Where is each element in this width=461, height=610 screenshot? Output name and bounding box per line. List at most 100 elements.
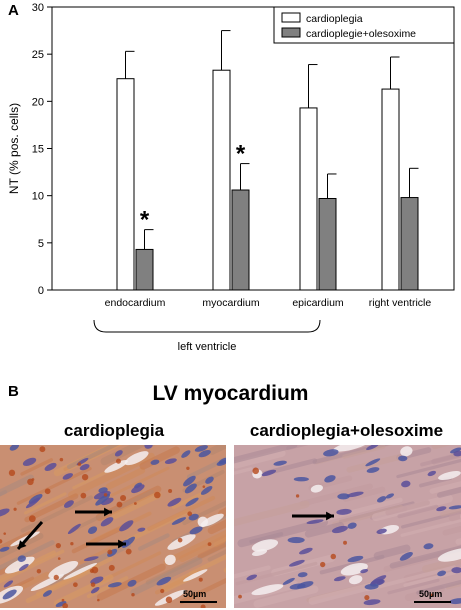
nt-positive-stain bbox=[168, 489, 173, 494]
micrograph-cardioplegia-olesoxime bbox=[234, 445, 461, 608]
legend-swatch-olesoxime bbox=[281, 27, 301, 38]
muscle-fiber bbox=[400, 518, 461, 537]
nt-positive-stain bbox=[0, 539, 3, 544]
cell-nucleus bbox=[216, 460, 226, 466]
cell-nucleus bbox=[451, 567, 461, 574]
cell-nucleus bbox=[289, 583, 306, 590]
cell-nucleus bbox=[127, 579, 137, 587]
nt-positive-stain bbox=[31, 478, 35, 481]
cell-nucleus bbox=[17, 555, 26, 562]
cell-nucleus bbox=[385, 493, 395, 499]
cell-nucleus bbox=[93, 491, 111, 500]
nt-positive-stain bbox=[238, 594, 242, 599]
muscle-fiber bbox=[20, 495, 94, 533]
cell-nucleus bbox=[427, 470, 437, 477]
bar-cardioplegia bbox=[381, 88, 400, 291]
bar-olesoxime bbox=[231, 189, 250, 291]
tissue-gap bbox=[437, 547, 461, 562]
legend-swatch-cardioplegia bbox=[281, 12, 301, 23]
nt-positive-stain bbox=[154, 491, 161, 499]
nt-positive-stain bbox=[115, 458, 122, 464]
muscle-fiber bbox=[237, 518, 329, 548]
cell-nucleus bbox=[360, 568, 369, 574]
nt-positive-stain bbox=[187, 511, 193, 517]
nt-positive-stain bbox=[36, 568, 42, 574]
cell-nucleus bbox=[9, 445, 19, 451]
muscle-fiber bbox=[387, 578, 440, 595]
nt-positive-stain bbox=[77, 462, 82, 466]
muscle-fiber bbox=[299, 483, 373, 507]
nt-positive-stain bbox=[252, 467, 260, 475]
muscle-fiber bbox=[100, 445, 148, 466]
nt-positive-stain bbox=[116, 501, 123, 508]
nt-positive-stain bbox=[198, 577, 203, 582]
nt-positive-stain bbox=[177, 537, 183, 543]
tissue-gap bbox=[438, 471, 461, 481]
bracket-label: left ventricle bbox=[178, 341, 237, 353]
cell-nucleus bbox=[246, 574, 258, 581]
cell-nucleus bbox=[100, 517, 114, 527]
cell-nucleus bbox=[282, 577, 295, 585]
cell-nucleus bbox=[398, 455, 408, 462]
cell-nucleus bbox=[450, 447, 461, 454]
cell-nucleus bbox=[293, 476, 309, 482]
cell-nucleus bbox=[171, 517, 187, 525]
micrograph-cardioplegia bbox=[0, 445, 226, 608]
nt-positive-stain bbox=[91, 566, 99, 574]
cell-nucleus bbox=[347, 522, 357, 529]
tissue-gap bbox=[48, 561, 79, 579]
muscle-fiber bbox=[188, 554, 226, 576]
muscle-fiber bbox=[138, 533, 170, 551]
tissue-gap bbox=[251, 539, 279, 552]
scale-bar-label-right: 50µm bbox=[419, 589, 443, 599]
muscle-fiber bbox=[234, 449, 286, 469]
muscle-fiber bbox=[68, 452, 155, 499]
muscle-fiber bbox=[234, 445, 298, 464]
tissue-gap bbox=[200, 513, 224, 527]
muscle-fiber bbox=[234, 500, 310, 527]
tissue-gap bbox=[310, 484, 323, 493]
cell-nucleus bbox=[90, 586, 100, 594]
nt-positive-stain bbox=[108, 564, 115, 571]
cell-nucleus bbox=[198, 450, 211, 458]
muscle-fiber bbox=[365, 565, 456, 592]
nt-positive-stain bbox=[73, 582, 78, 588]
muscle-fiber bbox=[105, 467, 146, 490]
tissue-gap bbox=[348, 575, 363, 585]
cell-nucleus bbox=[42, 590, 52, 597]
cell-nucleus bbox=[95, 493, 111, 506]
muscle-fiber bbox=[24, 492, 67, 515]
nt-positive-stain bbox=[90, 582, 96, 587]
bar-chart: 0 5 10 15 20 25 30 NT (% pos. cells) * endocardiu… bbox=[7, 2, 455, 353]
muscle-fiber bbox=[0, 489, 8, 497]
x-tick-label: endocardium bbox=[105, 297, 166, 309]
cell-nucleus bbox=[337, 493, 350, 500]
muscle-fiber bbox=[53, 574, 114, 607]
x-tick-label: epicardium bbox=[292, 297, 344, 309]
y-tick-label: 10 bbox=[32, 191, 44, 203]
scale-bar-label-left: 50µm bbox=[183, 589, 207, 599]
cell-nucleus bbox=[101, 497, 114, 506]
legend-label-olesoxime: cardioplegie+olesoxime bbox=[306, 28, 416, 40]
nt-positive-stain bbox=[61, 598, 65, 602]
tissue-gap bbox=[400, 446, 413, 457]
y-tick-label: 0 bbox=[38, 285, 44, 297]
muscle-fiber bbox=[111, 491, 162, 520]
nt-positive-stain bbox=[165, 596, 173, 604]
muscle-fiber bbox=[139, 446, 180, 470]
cell-nucleus bbox=[3, 580, 14, 588]
muscle-fiber bbox=[0, 532, 44, 559]
arrow-head bbox=[104, 507, 112, 517]
nt-positive-stain bbox=[59, 457, 64, 462]
nt-positive-stain bbox=[320, 561, 326, 568]
cell-nucleus bbox=[273, 460, 287, 466]
nt-positive-stain bbox=[200, 604, 206, 608]
cell-nucleus bbox=[181, 450, 191, 458]
bar-olesoxime bbox=[135, 248, 154, 291]
muscle-fiber bbox=[304, 522, 345, 538]
muscle-fiber bbox=[86, 576, 129, 599]
significance-star: * bbox=[140, 207, 150, 234]
muscle-fiber bbox=[0, 531, 33, 552]
nt-positive-stain bbox=[55, 542, 61, 549]
x-tick-label: myocardium bbox=[202, 297, 259, 309]
